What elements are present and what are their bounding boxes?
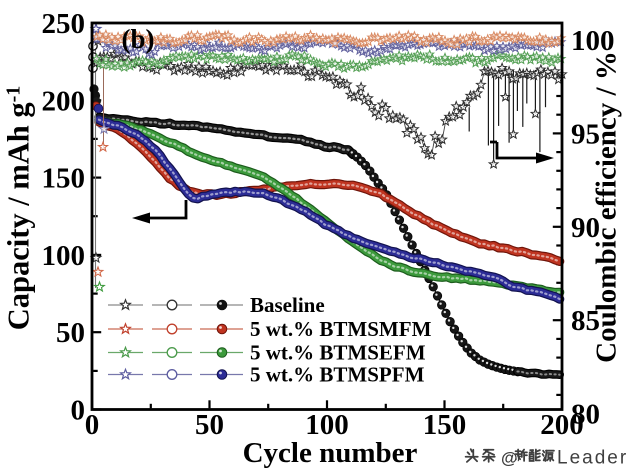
svg-text:200: 200 xyxy=(540,409,584,441)
svg-text:50: 50 xyxy=(56,317,85,349)
svg-text:Leader: Leader xyxy=(558,449,629,470)
svg-text:(b): (b) xyxy=(122,24,155,54)
svg-text:Leader: Leader xyxy=(557,448,628,469)
svg-text:200: 200 xyxy=(42,85,86,117)
svg-text:@: @ xyxy=(501,449,518,468)
svg-text:5 wt.% BTMSMFM: 5 wt.% BTMSMFM xyxy=(250,317,432,341)
svg-text:0: 0 xyxy=(71,395,86,427)
svg-text:Capacity / mAh g-1: Capacity / mAh g-1 xyxy=(2,86,36,331)
svg-text:150: 150 xyxy=(423,409,467,441)
svg-text:85: 85 xyxy=(571,305,600,337)
svg-text:100: 100 xyxy=(42,240,86,272)
svg-text:100: 100 xyxy=(305,409,349,441)
svg-text:Cycle number: Cycle number xyxy=(243,437,418,469)
svg-text:50: 50 xyxy=(195,409,224,441)
svg-text:5 wt.% BTMSPFM: 5 wt.% BTMSPFM xyxy=(250,363,425,387)
svg-text:Coulombic efficiency / %: Coulombic efficiency / % xyxy=(591,51,623,363)
svg-text:@: @ xyxy=(502,450,519,469)
svg-text:95: 95 xyxy=(571,118,600,150)
svg-text:Baseline: Baseline xyxy=(250,293,325,317)
svg-text:100: 100 xyxy=(571,25,615,57)
svg-text:5 wt.% BTMSEFM: 5 wt.% BTMSEFM xyxy=(250,341,426,365)
svg-text:150: 150 xyxy=(42,163,86,195)
svg-text:90: 90 xyxy=(571,212,600,244)
svg-text:250: 250 xyxy=(42,8,86,40)
svg-text:0: 0 xyxy=(85,409,100,441)
svg-text:80: 80 xyxy=(571,399,600,431)
